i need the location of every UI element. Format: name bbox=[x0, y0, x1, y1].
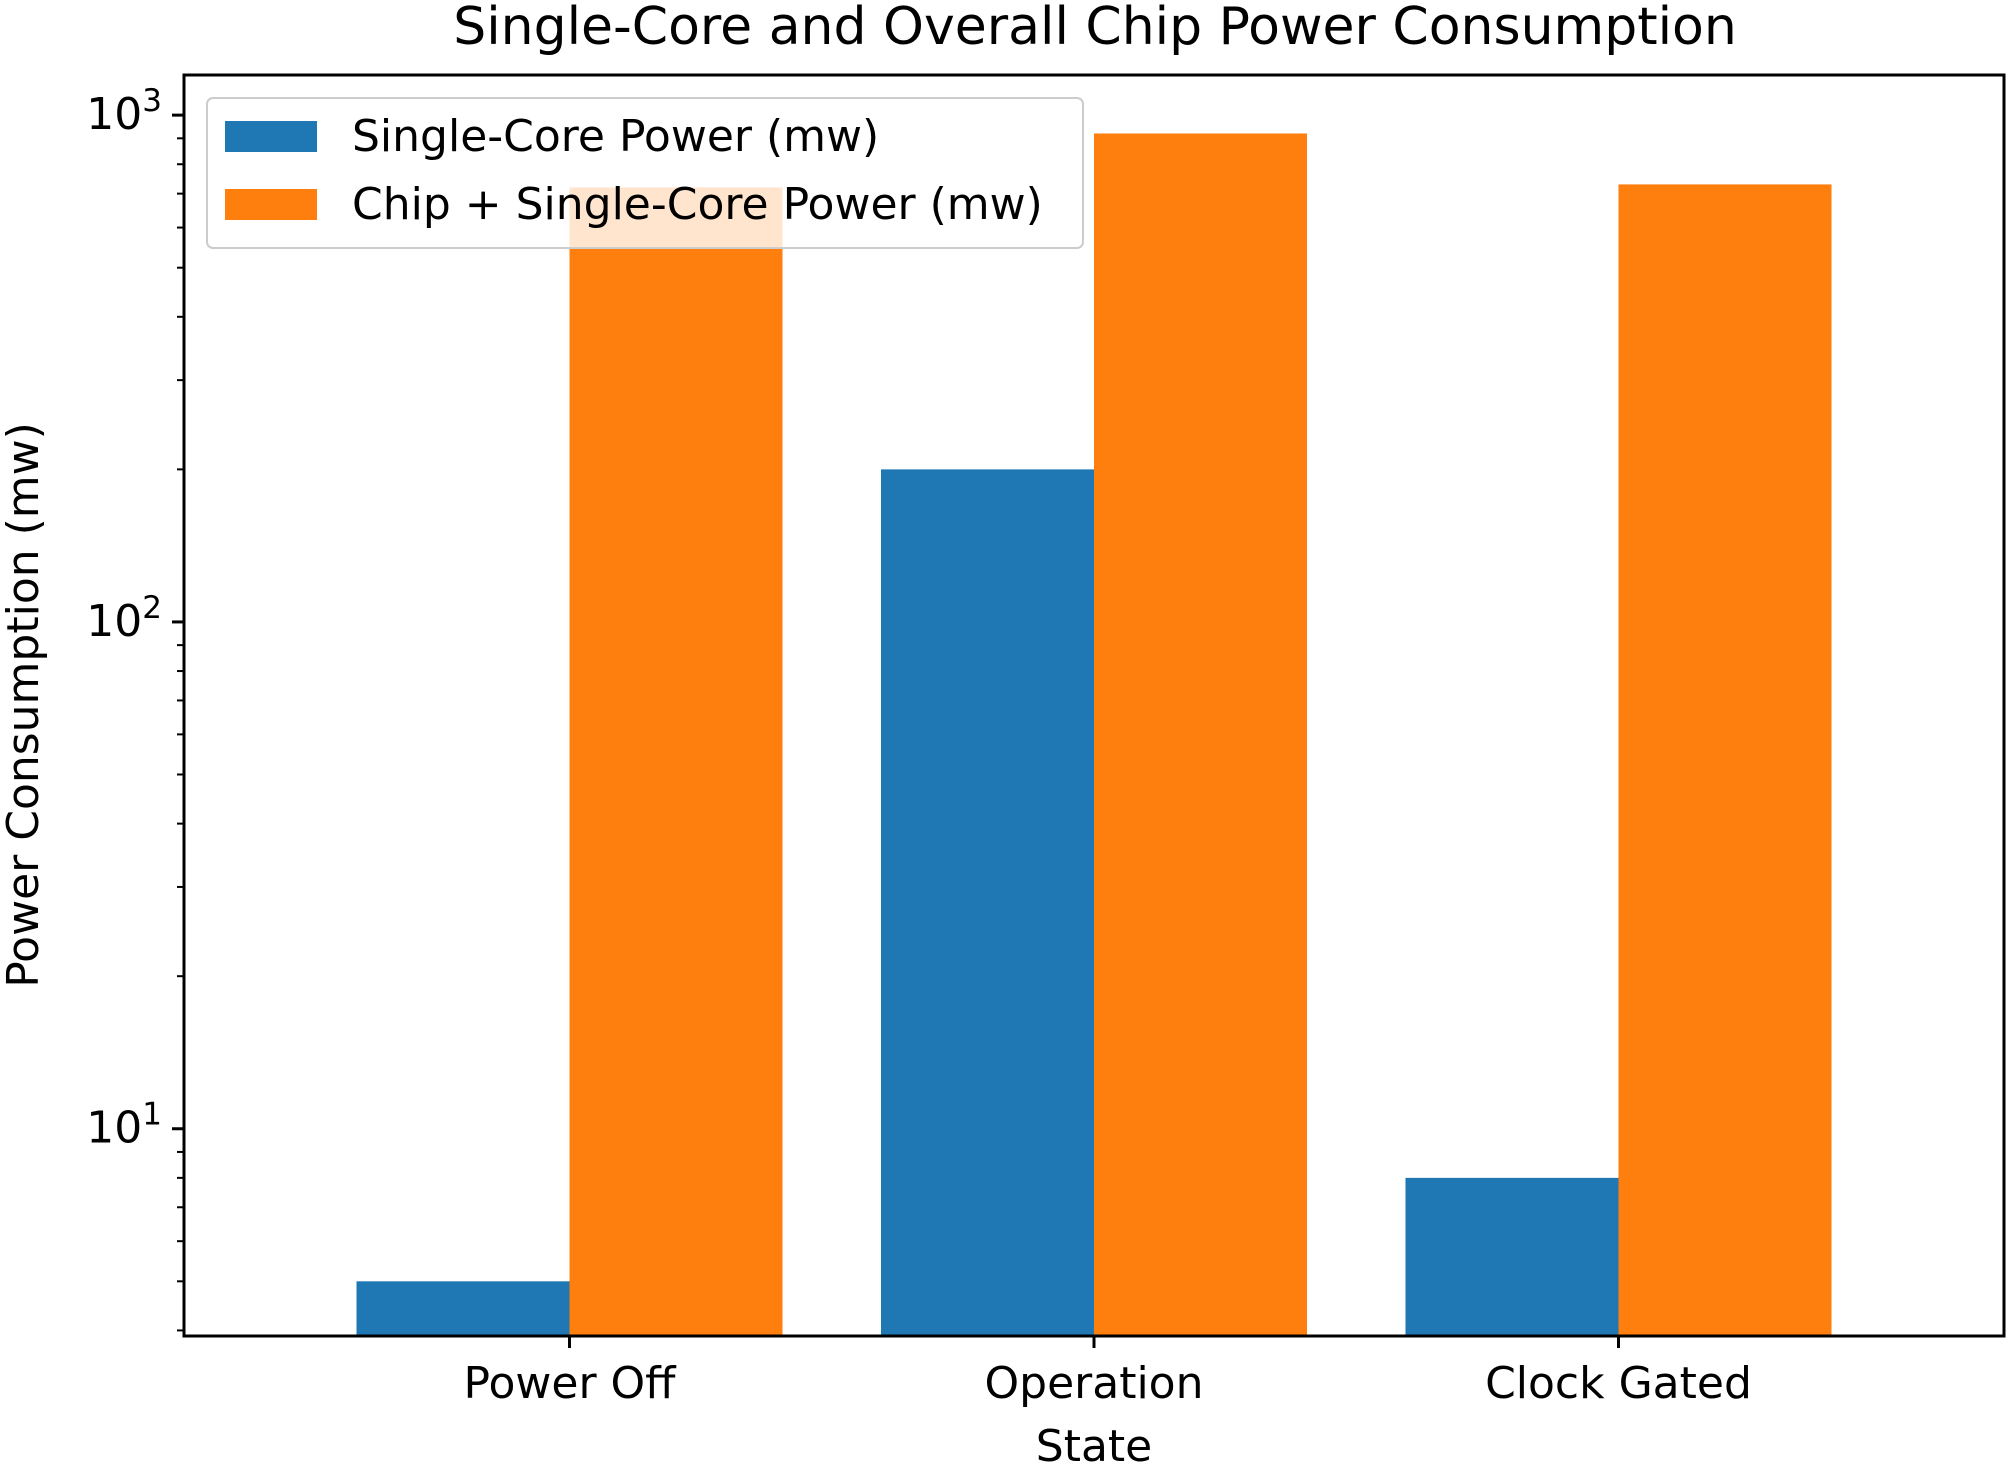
x-axis-label: State bbox=[1036, 1421, 1152, 1467]
legend-box bbox=[206, 97, 1084, 249]
bar-chip-power-off bbox=[569, 187, 783, 1337]
bars-layer bbox=[356, 133, 1832, 1337]
x-tick-label: Power Off bbox=[464, 1358, 678, 1409]
y-axis-label: Power Consumption (mw) bbox=[0, 422, 49, 988]
legend: Single-Core Power (mw) Chip + Single-Cor… bbox=[206, 97, 1084, 249]
legend-label-chip: Chip + Single-Core Power (mw) bbox=[352, 179, 1043, 230]
x-tick-label: Clock Gated bbox=[1485, 1358, 1752, 1409]
chart-title: Single-Core and Overall Chip Power Consu… bbox=[453, 0, 1737, 57]
x-tick-label: Operation bbox=[985, 1358, 1204, 1409]
bar-single-core-power-off bbox=[356, 1281, 570, 1336]
x-axis: Power Off Operation Clock Gated bbox=[464, 1336, 1752, 1409]
y-axis: 101 102 103 bbox=[86, 83, 184, 1332]
bar-single-core-operation bbox=[881, 469, 1094, 1336]
legend-swatch-chip bbox=[225, 189, 317, 220]
bar-single-core-clock-gated bbox=[1405, 1177, 1619, 1336]
legend-label-single-core: Single-Core Power (mw) bbox=[352, 111, 879, 162]
legend-swatch-single-core bbox=[225, 121, 317, 152]
y-tick-label: 103 bbox=[86, 83, 162, 140]
bar-chip-clock-gated bbox=[1618, 184, 1832, 1337]
bar-chip-operation bbox=[1094, 133, 1307, 1336]
y-tick-label: 101 bbox=[86, 1097, 162, 1154]
y-tick-label: 102 bbox=[86, 590, 162, 647]
